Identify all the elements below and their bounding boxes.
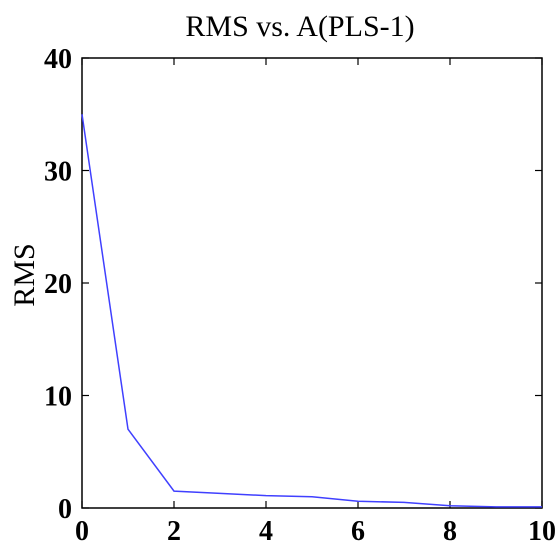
x-tick-label: 8 [443, 516, 457, 547]
y-tick-label: 20 [44, 269, 72, 300]
y-tick-label: 0 [58, 494, 72, 525]
chart-title: RMS vs. A(PLS-1) [185, 10, 414, 43]
x-tick-label: 0 [75, 516, 89, 547]
plot-area [81, 57, 543, 509]
y-axis-label: RMS [8, 243, 41, 306]
series-group [81, 114, 542, 508]
axis-ticks: 0 2 4 6 8 10 0 10 20 30 40 [44, 44, 556, 547]
x-tick-label: 4 [259, 516, 273, 547]
rms-series-line [81, 114, 542, 508]
y-tick-label: 10 [44, 382, 72, 413]
x-tick-label: 6 [351, 516, 365, 547]
y-tick-label: 30 [44, 157, 72, 188]
x-tick-label: 10 [528, 516, 556, 547]
y-tick-label: 40 [44, 44, 72, 75]
x-tick-label: 2 [167, 516, 181, 547]
